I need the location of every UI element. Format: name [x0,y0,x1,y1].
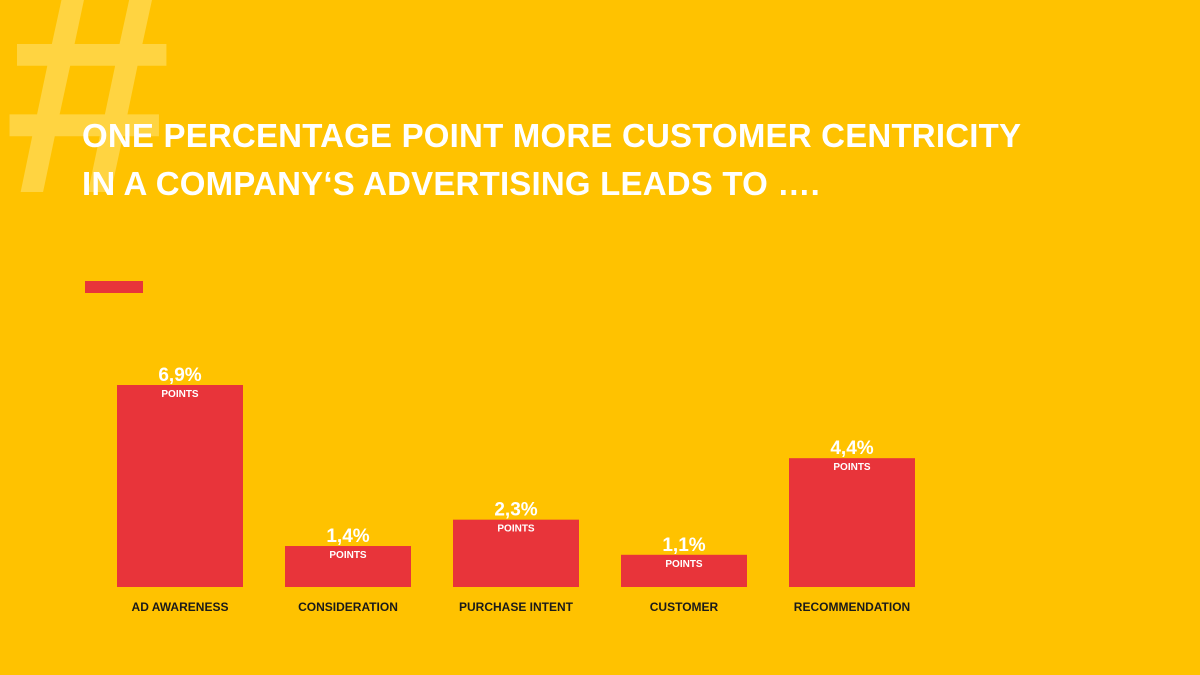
page-title: ONE PERCENTAGE POINT MORE CUSTOMER CENTR… [82,112,1021,208]
accent-bar [85,281,143,293]
bar-3 [621,554,747,587]
unit-label-2: POINTS [497,524,535,535]
chart-bars: 6,9% POINTS AD AWARENESS 1,4% POINTS CONSIDER… [117,365,915,614]
hash-watermark: # [0,0,167,256]
unit-label-0: POINTS [161,389,199,400]
value-label-0: 6,9% [158,365,201,386]
bar-1 [285,546,411,587]
unit-label-3: POINTS [665,559,703,570]
bar-4 [789,458,915,587]
category-label-4: RECOMMENDATION [794,600,910,614]
title-line-1: ONE PERCENTAGE POINT MORE CUSTOMER CENTR… [82,117,1022,154]
unit-label-1: POINTS [329,550,367,561]
bar-2 [453,519,579,587]
category-label-1: CONSIDERATION [298,600,398,614]
category-label-3: CUSTOMER [650,600,719,614]
title-line-2: IN A COMPANY‘S ADVERTISING LEADS TO …. [82,165,820,202]
value-label-3: 1,1% [662,535,705,556]
category-label-2: PURCHASE INTENT [459,600,574,614]
bar-0 [117,385,243,587]
value-label-1: 1,4% [326,526,369,547]
unit-label-4: POINTS [833,462,871,473]
value-label-4: 4,4% [830,438,873,459]
value-label-2: 2,3% [494,500,537,521]
category-label-0: AD AWARENESS [132,600,229,614]
